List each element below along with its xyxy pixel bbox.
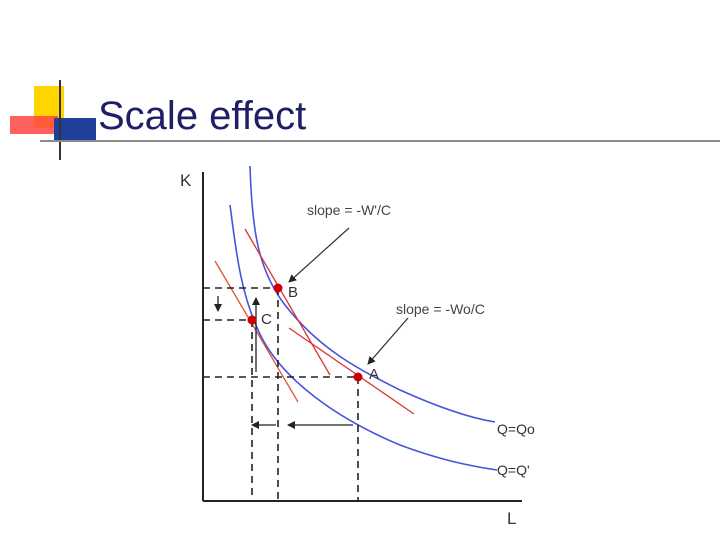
isoquant-q0-curve	[249, 165, 496, 423]
slope-bottom-label: slope = -Wo/C	[396, 301, 485, 317]
point-b-label: B	[288, 284, 298, 301]
y-axis-label: K	[180, 171, 192, 190]
point-b-marker	[273, 283, 283, 293]
isoquant-q1-label: Q=Q'	[497, 462, 530, 478]
tangent-line-a	[288, 327, 415, 415]
red-block	[10, 116, 58, 134]
title-underline	[40, 140, 720, 142]
isoquant-q1-curve	[229, 204, 498, 471]
decorative-accent-blocks	[10, 80, 96, 160]
isoquant-q0-label: Q=Qo	[497, 421, 535, 437]
dashed-guides	[203, 287, 359, 501]
slide-title: Scale effect	[98, 94, 307, 138]
slope-top-label: slope = -W'/C	[307, 202, 391, 218]
point-c-label: C	[261, 311, 272, 328]
point-a-marker	[353, 372, 363, 382]
slope-bottom-pointer	[367, 317, 409, 365]
point-a-label: A	[369, 366, 379, 383]
slope-top-pointer	[288, 227, 350, 283]
point-c-marker	[247, 315, 257, 325]
blue-block	[54, 118, 96, 140]
x-axis-label: L	[507, 509, 516, 528]
tangent-line-b	[244, 228, 331, 376]
